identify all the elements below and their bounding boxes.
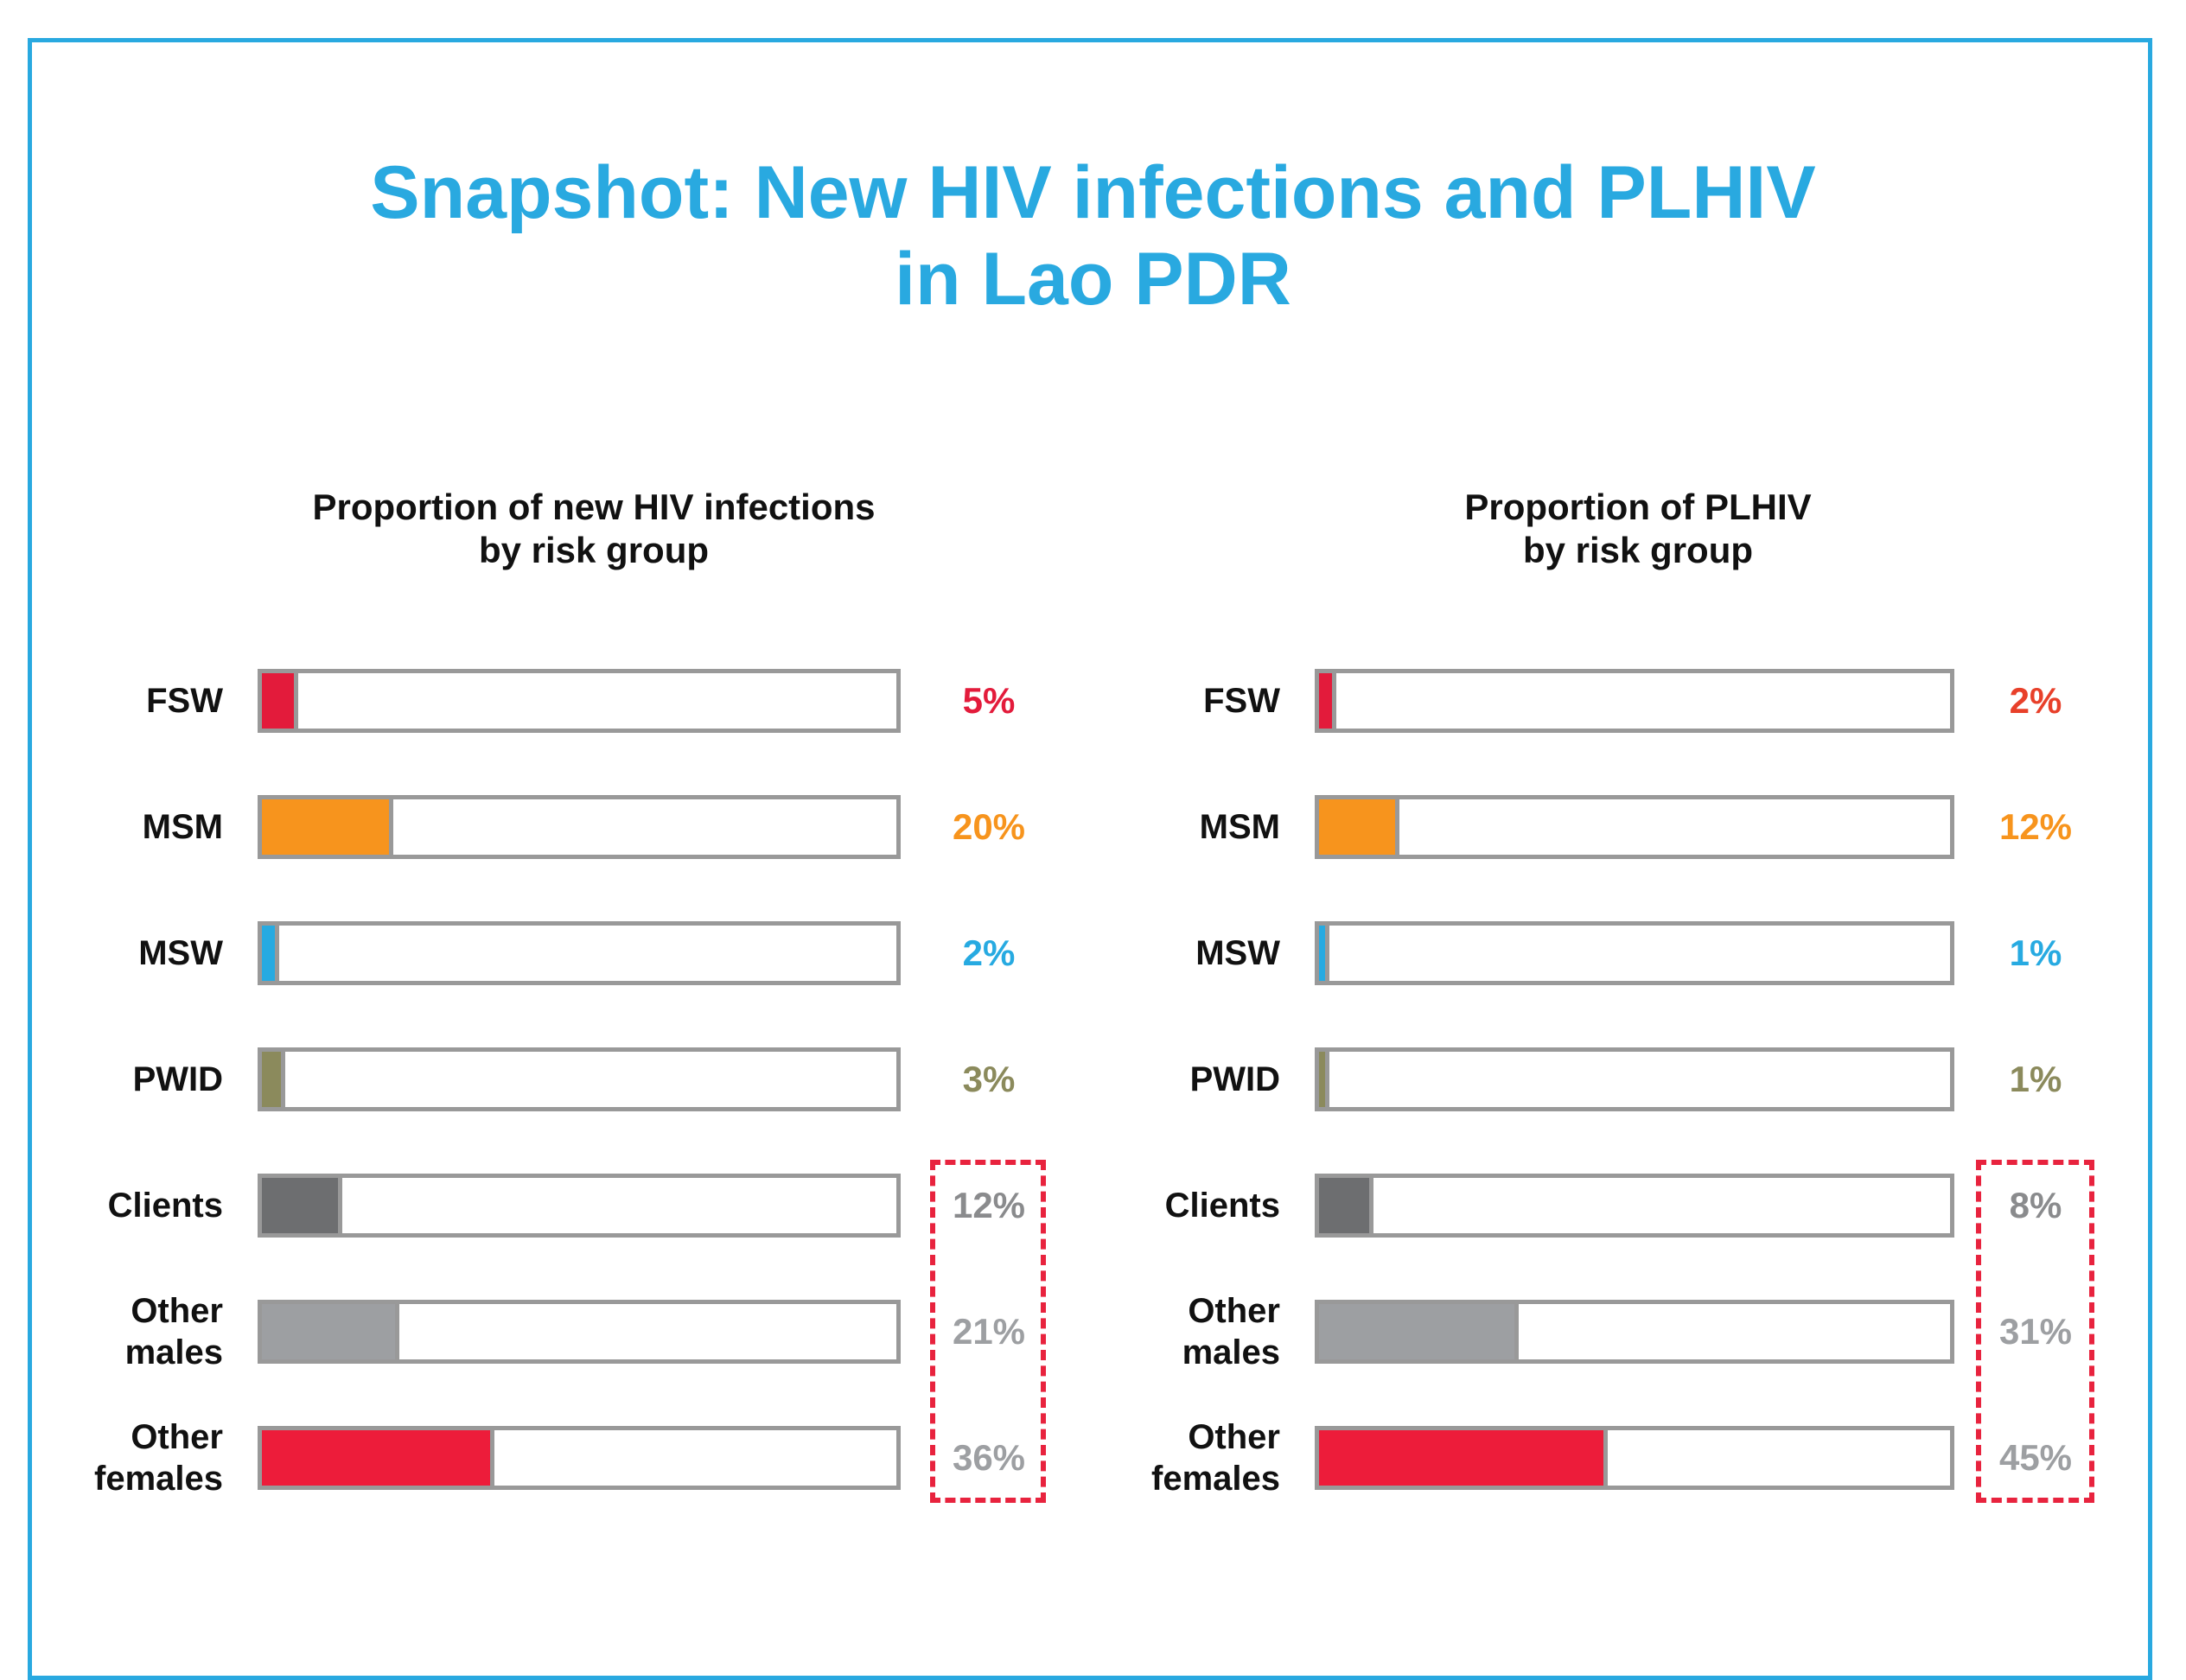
category-label: Other males (124, 1292, 223, 1371)
bar (1319, 799, 1399, 855)
value-label: 8% (2009, 1185, 2062, 1225)
bar (1319, 1304, 1520, 1359)
bar-track (1315, 795, 1954, 859)
category-label: FSW (146, 682, 223, 720)
chart-title: Proportion of PLHIV (1464, 487, 1812, 527)
highlight-box (1976, 1160, 2094, 1503)
bar (262, 1304, 400, 1359)
bar (1319, 926, 1330, 981)
bar (1319, 1178, 1374, 1233)
category-label: MSW (1195, 934, 1280, 972)
category-label: MSW (138, 934, 223, 972)
category-label: Other males (1182, 1292, 1280, 1371)
highlight-box (930, 1160, 1046, 1503)
bar-track (1315, 1174, 1954, 1238)
value-label: 12% (952, 1185, 1026, 1225)
value-label: 1% (2009, 932, 2062, 973)
value-label: 31% (1998, 1311, 2073, 1352)
category-label: MSM (1199, 808, 1280, 846)
bar (262, 1052, 286, 1107)
category-label: PWID (1189, 1060, 1280, 1098)
category-label: MSM (142, 808, 223, 846)
bar-track (258, 1174, 901, 1238)
bar-track (258, 921, 901, 985)
bar-track (1315, 1300, 1954, 1364)
bar (1319, 1052, 1330, 1107)
value-label: 21% (952, 1311, 1026, 1352)
page: Snapshot: New HIV infections and PLHIV i… (28, 38, 2152, 1680)
bar-track (1315, 921, 1954, 985)
value-label: 20% (952, 806, 1026, 847)
category-label: Clients (1164, 1187, 1280, 1225)
category-label: FSW (1203, 682, 1280, 720)
value-label: 12% (1998, 806, 2073, 847)
bar-track (258, 1426, 901, 1490)
bar-track (258, 1300, 901, 1364)
category-label: Clients (107, 1187, 223, 1225)
bar (262, 799, 393, 855)
chart-title: by risk group (1522, 530, 1754, 570)
value-label: 2% (962, 932, 1016, 973)
bar (1319, 1430, 1608, 1486)
bar-track (258, 795, 901, 859)
category-label: Other females (1151, 1418, 1280, 1498)
bar (262, 673, 298, 729)
bar (262, 1178, 343, 1233)
bar (262, 926, 279, 981)
bar-track (1315, 1426, 1954, 1490)
bar-track (258, 669, 901, 733)
value-label: 1% (2009, 1059, 2062, 1099)
category-label: Other females (94, 1418, 223, 1498)
page-title: in Lao PDR (895, 238, 1291, 321)
value-label: 3% (962, 1059, 1016, 1099)
category-label: PWID (132, 1060, 223, 1098)
bar-track (1315, 1047, 1954, 1111)
bar-track (258, 1047, 901, 1111)
chart-title: Proportion of new HIV infections (312, 487, 876, 527)
value-label: 5% (962, 680, 1016, 721)
chart-title: by risk group (478, 530, 710, 570)
value-label: 45% (1998, 1437, 2073, 1478)
bar-track (1315, 669, 1954, 733)
bar (262, 1430, 495, 1486)
value-label: 36% (952, 1437, 1026, 1478)
value-label: 2% (2009, 680, 2062, 721)
page-title: Snapshot: New HIV infections and PLHIV (370, 151, 1816, 234)
bar (1319, 673, 1336, 729)
